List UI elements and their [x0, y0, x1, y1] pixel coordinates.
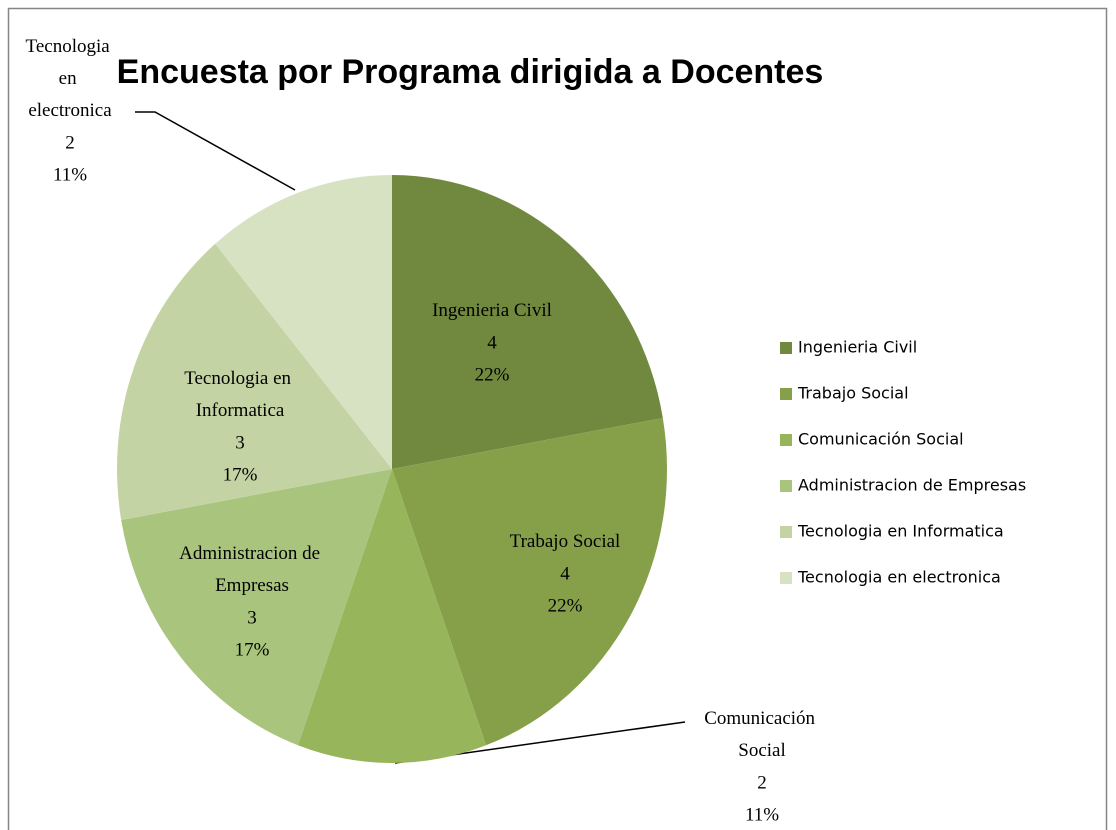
- leader-line: [135, 111, 296, 191]
- slice-percent: 17%: [223, 464, 258, 485]
- slice-label: Tecnologia en electronica: [26, 36, 115, 121]
- legend-swatch: [780, 480, 792, 492]
- pie-slice: [392, 417, 667, 746]
- label-line: Tecnologia en: [184, 368, 296, 389]
- label-line: en: [59, 68, 82, 89]
- label-line: Social: [738, 740, 786, 761]
- slice-percent: 11%: [745, 804, 779, 825]
- slice-label: Administracion de Empresas: [179, 543, 325, 596]
- legend-label: Trabajo Social: [797, 384, 909, 403]
- label-line: Informatica: [196, 400, 285, 421]
- legend-label: Tecnologia en Informatica: [797, 522, 1004, 541]
- legend-label: Tecnologia en electronica: [797, 568, 1001, 587]
- label-line: Ingenieria Civil: [432, 300, 552, 321]
- legend-swatch: [780, 434, 792, 446]
- slice-label: Tecnologia en Informatica: [184, 368, 296, 421]
- slice-percent: 11%: [53, 164, 87, 185]
- slice-label: Trabajo Social: [510, 531, 621, 552]
- label-line: Empresas: [215, 575, 289, 596]
- slice-percent: 22%: [548, 595, 583, 616]
- legend-label: Ingenieria Civil: [798, 338, 917, 357]
- label-line: Trabajo Social: [510, 531, 621, 552]
- legend-label: Comunicación Social: [798, 430, 964, 449]
- slice-percent: 22%: [475, 364, 510, 385]
- slice-count: 2: [65, 132, 75, 153]
- slice-label: Comunicación Social: [704, 708, 820, 761]
- slice-count: 3: [247, 607, 257, 628]
- slice-percent: 17%: [235, 639, 270, 660]
- slice-count: 4: [487, 332, 497, 353]
- pie-slice: [121, 469, 393, 746]
- label-line: electronica: [28, 100, 112, 121]
- pie-slice: [297, 469, 487, 764]
- legend-swatch: [780, 342, 792, 354]
- label-line: Tecnologia: [26, 36, 115, 57]
- slice-count: 3: [235, 432, 245, 453]
- slice-count: 2: [757, 772, 767, 793]
- legend-swatch: [780, 388, 792, 400]
- legend-swatch: [780, 572, 792, 584]
- label-line: Administracion de: [179, 543, 325, 564]
- legend-label: Administracion de Empresas: [798, 476, 1026, 495]
- chart-title: Encuesta por Programa dirigida a Docente…: [117, 53, 824, 91]
- slice-label: Ingenieria Civil: [432, 300, 552, 321]
- label-line: Comunicación: [704, 708, 820, 729]
- pie-slice: [215, 175, 392, 469]
- pie-slice: [392, 175, 663, 469]
- pie-slice: [117, 243, 392, 521]
- slice-count: 4: [560, 563, 570, 584]
- legend-swatch: [780, 526, 792, 538]
